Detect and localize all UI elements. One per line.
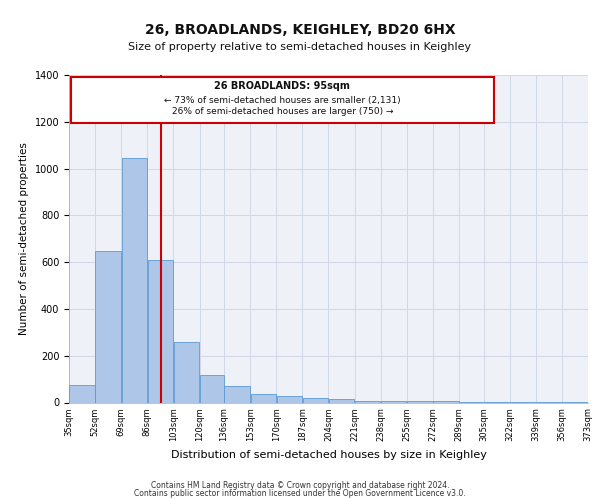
Text: 26% of semi-detached houses are larger (750) →: 26% of semi-detached houses are larger (… [172, 108, 393, 116]
Bar [251, 394, 276, 402]
Bar [148, 260, 173, 402]
Bar [174, 342, 199, 402]
Text: 26, BROADLANDS, KEIGHLEY, BD20 6HX: 26, BROADLANDS, KEIGHLEY, BD20 6HX [145, 22, 455, 36]
Bar [224, 386, 250, 402]
Bar [329, 399, 354, 402]
Text: 26 BROADLANDS: 95sqm: 26 BROADLANDS: 95sqm [214, 81, 350, 91]
Bar [277, 396, 302, 402]
Bar [303, 398, 328, 402]
Bar [200, 375, 224, 402]
Bar [71, 78, 494, 123]
Text: Contains HM Land Registry data © Crown copyright and database right 2024.: Contains HM Land Registry data © Crown c… [151, 480, 449, 490]
Text: ← 73% of semi-detached houses are smaller (2,131): ← 73% of semi-detached houses are smalle… [164, 96, 401, 105]
Y-axis label: Number of semi-detached properties: Number of semi-detached properties [19, 142, 29, 335]
Text: Size of property relative to semi-detached houses in Keighley: Size of property relative to semi-detach… [128, 42, 472, 52]
X-axis label: Distribution of semi-detached houses by size in Keighley: Distribution of semi-detached houses by … [170, 450, 487, 460]
Bar [95, 251, 121, 402]
Text: Contains public sector information licensed under the Open Government Licence v3: Contains public sector information licen… [134, 489, 466, 498]
Bar [70, 385, 95, 402]
Bar [122, 158, 147, 402]
